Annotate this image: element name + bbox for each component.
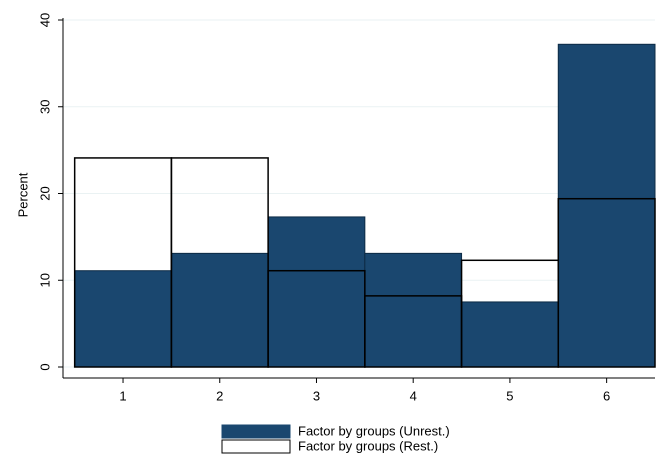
bar — [557, 197, 656, 368]
bar — [364, 252, 463, 368]
legend-label: Factor by groups (Unrest.) — [298, 423, 450, 438]
x-tick-label: 3 — [313, 388, 320, 403]
x-tick-label: 4 — [410, 388, 417, 403]
legend-swatch — [221, 424, 291, 439]
y-tick-label: 10 — [37, 273, 52, 287]
y-tick-label: 20 — [37, 186, 52, 200]
x-tick-label: 6 — [603, 388, 610, 403]
bar — [461, 301, 559, 368]
bar — [74, 270, 172, 368]
x-tick-label: 5 — [506, 388, 513, 403]
x-tick-label: 2 — [216, 388, 223, 403]
y-tick-label: 30 — [37, 100, 52, 114]
legend-swatch — [221, 439, 291, 454]
y-axis-label: Percent — [15, 172, 30, 217]
bar — [557, 43, 656, 368]
y-tick-label: 0 — [37, 363, 52, 370]
legend-label: Factor by groups (Rest.) — [298, 438, 438, 453]
bar — [170, 252, 269, 368]
x-tick-label: 1 — [119, 388, 126, 403]
y-tick-label: 40 — [37, 13, 52, 27]
bar — [170, 157, 269, 368]
bar — [267, 216, 366, 368]
